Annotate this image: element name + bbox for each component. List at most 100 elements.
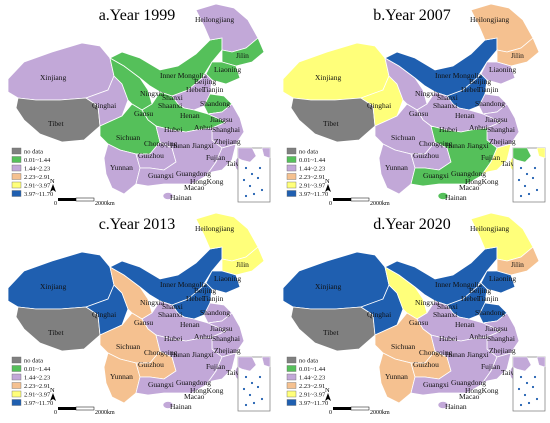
label-macao: Macao [184, 183, 205, 192]
label-innermongolia: Inner Mongolia [435, 71, 483, 80]
label-shandong: Shandong [200, 99, 230, 108]
label-jilin: Jilin [511, 51, 524, 60]
label-xinjiang: Xinjiang [40, 282, 66, 291]
panel-title: a.Year 1999 [99, 7, 176, 24]
label-xinjiang: Xinjiang [315, 73, 341, 82]
legend-label: 0.01~1.44 [24, 366, 51, 373]
panel-title: c.Year 2013 [99, 216, 176, 233]
label-beijing: Beijing [194, 286, 216, 295]
legend-label: 3.97~11.70 [299, 191, 328, 198]
region-south [410, 334, 498, 396]
label-macao: Macao [459, 183, 480, 192]
north-label: N [325, 178, 330, 185]
label-jiangxi: Jiangxi [467, 141, 489, 150]
label-qinghai: Qinghai [367, 310, 391, 319]
legend-label: 1.44~2.23 [299, 375, 325, 382]
region-xinjiang [282, 251, 390, 310]
scale-label: 2000km [370, 410, 390, 416]
region-fujian [205, 143, 237, 177]
inset-map [237, 147, 271, 203]
label-taiwan: Taiwan [226, 159, 248, 168]
scale-label: 2000km [370, 201, 390, 207]
label-innermongolia: Inner Mongolia [435, 280, 483, 289]
label-shanxi: Shanxi [162, 93, 183, 102]
legend-swatch [11, 373, 22, 381]
legend-swatch [286, 382, 297, 389]
label-henan: Henan [180, 111, 200, 120]
label-hongkong: HongKong [465, 386, 499, 395]
label-shaanxi: Shaanxi [158, 310, 182, 319]
label-hainan: Hainan [170, 402, 192, 411]
label-shanghai: Shanghai [212, 334, 240, 343]
label-jilin: Jilin [236, 51, 249, 60]
label-chongqing: Chongqing [419, 348, 453, 357]
legend-label: no data [299, 358, 318, 365]
label-hunan: Hunan [445, 141, 465, 150]
label-hainan: Hainan [445, 193, 467, 202]
region-hainan [437, 192, 449, 200]
label-hongkong: HongKong [190, 177, 224, 186]
label-hainan: Hainan [445, 402, 467, 411]
label-macao: Macao [459, 392, 480, 401]
label-gansu: Gansu [409, 109, 428, 118]
label-liaoning: Liaoning [489, 65, 516, 74]
legend-label: no data [24, 358, 43, 365]
label-anhui: Anhui [469, 123, 488, 132]
legend-swatch [11, 164, 22, 172]
region-xinjiang [7, 42, 115, 101]
legend-swatch [11, 190, 22, 197]
legend-swatch [286, 373, 297, 381]
region-xinjiang [282, 42, 390, 101]
label-taiwan: Taiwan [226, 368, 248, 377]
label-guangxi: Guangxi [423, 171, 449, 180]
label-guangdong: Guangdong [176, 378, 211, 387]
label-guangxi: Guangxi [423, 380, 449, 389]
region-innermongolia [109, 246, 223, 306]
label-tianjin: Tianjin [202, 294, 224, 303]
label-jilin: Jilin [236, 260, 249, 269]
legend-swatch [286, 399, 297, 406]
north-label: N [50, 178, 55, 185]
label-shaanxi: Shaanxi [433, 101, 457, 110]
label-hunan: Hunan [170, 141, 190, 150]
label-shandong: Shandong [475, 308, 505, 317]
label-hubei: Hubei [164, 334, 182, 343]
label-chongqing: Chongqing [419, 139, 453, 148]
legend-label: 2.91~3.97 [24, 183, 51, 190]
region-hainan [162, 401, 174, 409]
region-south [135, 125, 223, 187]
region-hainan [437, 401, 449, 409]
legend-label: no data [299, 149, 318, 156]
label-hebei: Hebei [461, 85, 479, 94]
legend-label: 0.01~1.44 [299, 157, 326, 164]
legend-label: 0.01~1.44 [299, 366, 326, 373]
label-yunnan: Yunnan [110, 163, 133, 172]
legend-swatch [11, 173, 22, 180]
legend-label: 2.91~3.97 [299, 183, 326, 190]
scale-label: 2000km [95, 201, 115, 207]
label-guizhou: Guizhou [138, 360, 164, 369]
label-liaoning: Liaoning [214, 65, 241, 74]
label-guangxi: Guangxi [148, 380, 174, 389]
label-shanghai: Shanghai [212, 125, 240, 134]
north-arrow-icon: N [325, 387, 331, 401]
legend-swatch [286, 390, 297, 398]
label-yunnan: Yunnan [385, 163, 408, 172]
legend-label: no data [24, 149, 43, 156]
legend-swatch [286, 156, 297, 163]
scale-zero: 0 [54, 410, 57, 416]
label-sichuan: Sichuan [116, 133, 140, 142]
label-guizhou: Guizhou [413, 151, 439, 160]
label-jilin: Jilin [511, 260, 524, 269]
map-panel-4: d.Year 2020 Heilongjiang Jilin Liaoning Inne… [282, 212, 546, 416]
label-hebei: Hebei [461, 294, 479, 303]
label-gansu: Gansu [409, 318, 428, 327]
label-ningxia: Ningxia [140, 89, 165, 98]
label-henan: Henan [455, 320, 475, 329]
label-heilongjiang: Heilongjiang [195, 15, 234, 24]
label-zhejiang: Zhejiang [489, 137, 516, 146]
label-shandong: Shandong [475, 99, 505, 108]
label-guangxi: Guangxi [148, 171, 174, 180]
legend-label: 1.44~2.23 [24, 375, 50, 382]
